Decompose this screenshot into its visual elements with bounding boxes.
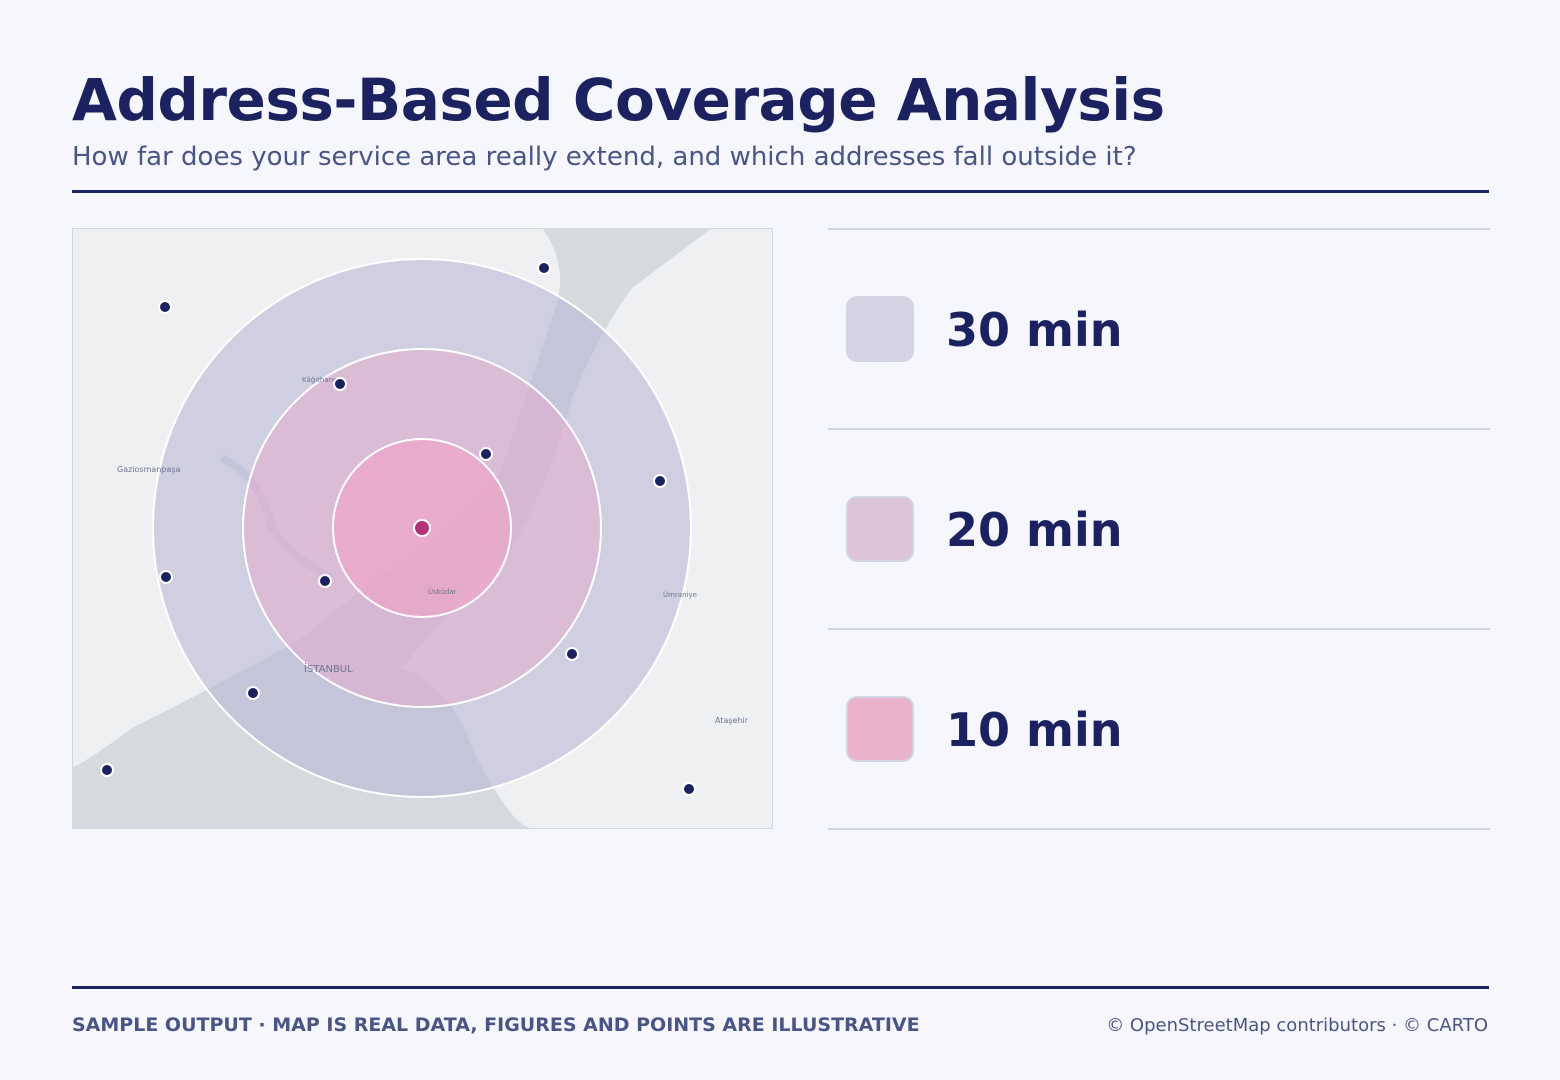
address-point xyxy=(246,686,260,700)
footer-note: SAMPLE OUTPUT · MAP IS REAL DATA, FIGURE… xyxy=(72,1014,920,1036)
legend-label: 20 min xyxy=(946,503,1122,557)
address-point xyxy=(333,377,347,391)
footer-credit: © OpenStreetMap contributors · © CARTO xyxy=(1106,1015,1488,1036)
place-label: Ataşehir xyxy=(715,716,749,725)
address-point xyxy=(653,474,667,488)
place-label: Kâğıthane xyxy=(302,376,337,384)
legend: 30 min 20 min 10 min xyxy=(828,228,1490,830)
legend-swatch xyxy=(846,296,914,362)
legend-label: 30 min xyxy=(946,303,1122,357)
place-label: İSTANBUL xyxy=(304,662,353,675)
address-point xyxy=(537,261,551,275)
legend-swatch xyxy=(846,696,914,762)
title: Address-Based Coverage Analysis xyxy=(72,66,1165,134)
place-label: Gaziosmanpaşa xyxy=(117,465,181,474)
place-label: Üsküdar xyxy=(428,587,457,596)
legend-swatch xyxy=(846,496,914,562)
address-point xyxy=(159,570,173,584)
subtitle: How far does your service area really ex… xyxy=(72,142,1137,172)
legend-label: 10 min xyxy=(946,703,1122,757)
map: Kâğıthane Gaziosmanpaşa İSTANBUL Üsküdar Ümr… xyxy=(72,228,773,829)
address-point xyxy=(565,647,579,661)
origin xyxy=(413,519,431,537)
address-point xyxy=(479,447,493,461)
address-point xyxy=(318,574,332,588)
place-label: Ümraniye xyxy=(663,590,697,599)
footer-rule xyxy=(72,986,1489,989)
header-rule xyxy=(72,190,1489,193)
address-point xyxy=(158,300,172,314)
address-point xyxy=(100,763,114,777)
address-point xyxy=(682,782,696,796)
